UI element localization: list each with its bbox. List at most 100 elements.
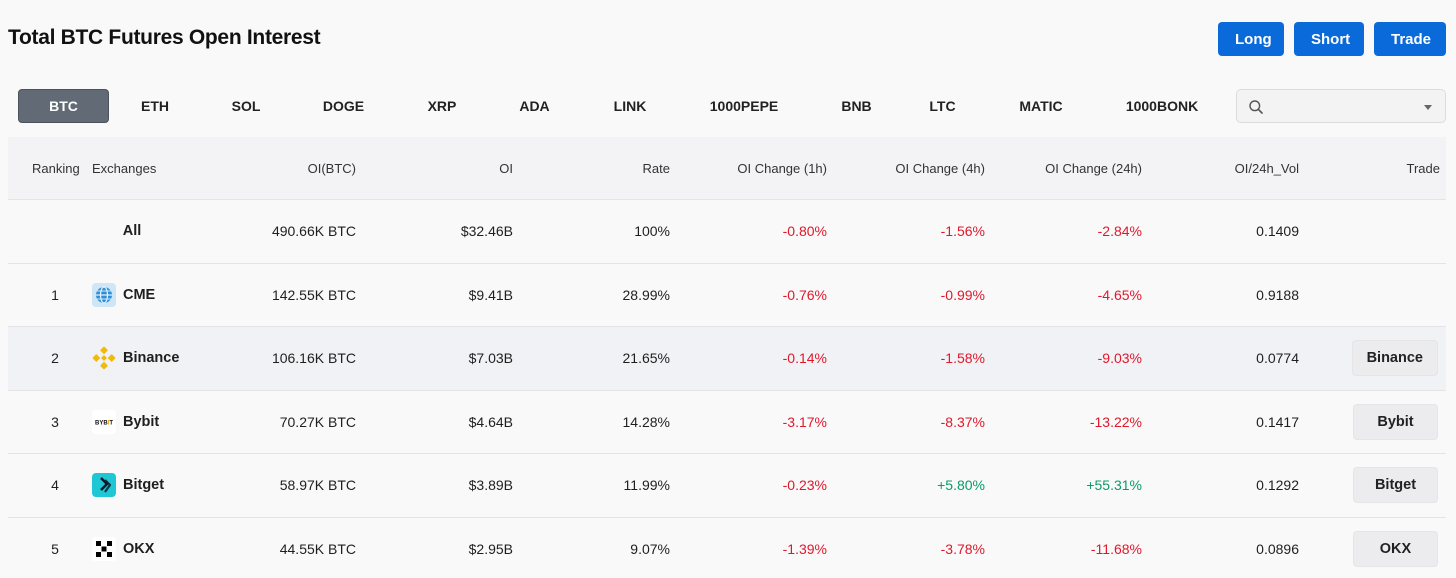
table-header-row: Ranking Exchanges OI(BTC) OI Rate OI Cha… [8, 137, 1446, 200]
rank-value: 5 [51, 540, 59, 557]
search-icon [1249, 100, 1263, 114]
tab-sol[interactable]: SOL [231, 98, 261, 114]
change-24h-value: -2.84% [1097, 223, 1142, 240]
table-row-total: All 490.66K BTC $32.46B 100% -0.80% -1.5… [8, 200, 1446, 264]
short-button[interactable]: Short [1294, 22, 1364, 56]
change-4h-value: -8.37% [940, 413, 985, 430]
col-oi-change-4h: OI Change (4h) [895, 160, 985, 176]
okx-logo-icon [92, 536, 116, 561]
tab-eth[interactable]: ETH [141, 98, 169, 114]
exchange-name: All [122, 223, 142, 240]
tab-ada[interactable]: ADA [519, 98, 550, 114]
page-header: Total BTC Futures Open Interest Long Sho… [8, 22, 1446, 58]
exchange-name: Bybit [123, 413, 160, 430]
col-oi-change-1h: OI Change (1h) [737, 160, 827, 176]
oi-btc-value: 106.16K BTC [271, 350, 356, 367]
tab-1000pepe[interactable]: 1000PEPE [709, 98, 779, 114]
rank-value: 1 [51, 286, 59, 303]
exchange-cell[interactable]: BYBIT Bybit [92, 391, 272, 454]
trade-button[interactable]: Trade [1374, 22, 1446, 56]
oi-value: $2.95B [468, 540, 513, 557]
oi-vol-value: 0.1417 [1256, 413, 1299, 430]
rank-value: 2 [51, 350, 59, 367]
change-1h-value: -1.39% [782, 540, 827, 557]
oi-vol-value: 0.0896 [1256, 540, 1299, 557]
oi-vol-value: 0.1409 [1256, 223, 1299, 240]
exchange-name: OKX [123, 540, 155, 557]
tab-bnb[interactable]: BNB [841, 98, 872, 114]
change-4h-value: -1.56% [940, 223, 985, 240]
tab-1000bonk[interactable]: 1000BONK [1125, 98, 1199, 114]
oi-btc-value: 490.66K BTC [271, 223, 356, 240]
rate-value: 9.07% [630, 540, 670, 557]
chevron-down-icon[interactable] [1424, 105, 1432, 110]
rate-value: 28.99% [622, 286, 670, 303]
trade-okx-button[interactable]: OKX [1353, 530, 1438, 567]
oi-value: $7.03B [468, 350, 513, 367]
trade-cell: Binance [1308, 327, 1438, 390]
col-rate: Rate [642, 160, 670, 176]
tab-matic[interactable]: MATIC [1019, 98, 1063, 114]
cme-logo-icon [92, 282, 116, 307]
trade-bitget-button[interactable]: Bitget [1353, 467, 1438, 504]
table-row: 2 Binance 106.16K BTC $7.03B 21.65% -0.1… [8, 327, 1446, 391]
change-1h-value: -0.76% [782, 286, 827, 303]
tab-link[interactable]: LINK [613, 98, 647, 114]
trade-cell: Bybit [1308, 391, 1438, 454]
table-row: 5 OKX 44.55K BTC $2.95B 9.07% -1.39% -3.… [8, 518, 1446, 578]
col-exchanges: Exchanges [92, 160, 157, 176]
exchange-cell[interactable]: OKX [92, 518, 272, 578]
oi-vol-value: 0.1292 [1256, 477, 1299, 494]
trade-cell: Bitget [1308, 454, 1438, 517]
oi-btc-value: 44.55K BTC [279, 540, 356, 557]
bybit-logo-icon: BYBIT [92, 409, 116, 434]
rank-value: 4 [51, 477, 59, 494]
oi-btc-value: 58.97K BTC [279, 477, 356, 494]
binance-logo-icon [92, 346, 116, 370]
change-1h-value: -0.80% [782, 223, 827, 240]
rate-value: 11.99% [623, 477, 670, 494]
exchange-cell[interactable]: CME [92, 264, 272, 327]
table-row: 1 CME 142.55K BTC $9.41B 28.99% -0.76% -… [8, 264, 1446, 327]
oi-value: $3.89B [468, 477, 513, 494]
change-4h-value: -3.78% [940, 540, 985, 557]
page-title: Total BTC Futures Open Interest [8, 26, 321, 49]
change-24h-value: -11.68% [1090, 540, 1142, 557]
exchange-cell[interactable]: Bitget [92, 454, 272, 517]
rate-value: 14.28% [622, 413, 670, 430]
oi-btc-value: 70.27K BTC [279, 413, 356, 430]
change-4h-value: -0.99% [940, 286, 985, 303]
tab-btc[interactable]: BTC [18, 89, 109, 123]
change-1h-value: -0.23% [782, 477, 827, 494]
trade-bybit-button[interactable]: Bybit [1353, 403, 1438, 440]
change-4h-value: -1.58% [940, 350, 985, 367]
long-button[interactable]: Long [1218, 22, 1284, 56]
col-oi-change-24h: OI Change (24h) [1045, 160, 1142, 176]
tab-doge[interactable]: DOGE [322, 98, 365, 114]
change-24h-value: -13.22% [1089, 413, 1142, 430]
coin-search-select[interactable] [1236, 89, 1446, 123]
trade-binance-button[interactable]: Binance [1351, 340, 1438, 377]
tab-xrp[interactable]: XRP [427, 98, 457, 114]
rate-value: 21.65% [622, 350, 670, 367]
table-row: 4 Bitget 58.97K BTC $3.89B 11.99% -0.23%… [8, 454, 1446, 518]
rate-value: 100% [634, 223, 670, 240]
col-trade: Trade [1406, 160, 1440, 176]
col-oi-btc: OI(BTC) [307, 160, 356, 176]
change-1h-value: -0.14% [782, 350, 827, 367]
oi-vol-value: 0.0774 [1256, 350, 1299, 367]
exchange-cell[interactable]: Binance [92, 327, 272, 390]
open-interest-table: Ranking Exchanges OI(BTC) OI Rate OI Cha… [8, 137, 1446, 578]
oi-btc-value: 142.55K BTC [271, 286, 356, 303]
bitget-logo-icon [92, 473, 116, 498]
change-4h-value: +5.80% [937, 477, 985, 494]
rank-value: 3 [51, 413, 59, 430]
search-input[interactable] [1271, 96, 1421, 118]
col-oi: OI [499, 160, 513, 176]
trade-cell: OKX [1308, 518, 1438, 578]
exchange-name: Binance [123, 350, 180, 367]
exchange-name: CME [123, 286, 156, 303]
col-oi-24h-vol: OI/24h_Vol [1234, 160, 1299, 176]
tab-ltc[interactable]: LTC [929, 98, 956, 114]
change-24h-value: -9.03% [1097, 350, 1142, 367]
